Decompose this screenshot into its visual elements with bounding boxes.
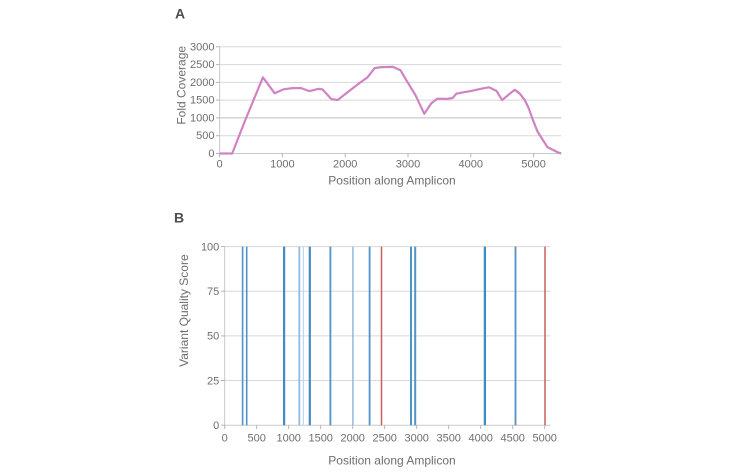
svg-text:Position along Amplicon: Position along Amplicon — [328, 454, 455, 468]
svg-text:A: A — [175, 6, 185, 22]
svg-text:1000: 1000 — [190, 112, 214, 124]
svg-text:1500: 1500 — [190, 95, 214, 107]
svg-text:1500: 1500 — [308, 433, 332, 445]
svg-text:25: 25 — [207, 375, 219, 387]
svg-text:50: 50 — [207, 331, 219, 343]
svg-text:1000: 1000 — [276, 433, 300, 445]
svg-text:0: 0 — [217, 158, 223, 170]
svg-text:0: 0 — [222, 433, 228, 445]
svg-text:0: 0 — [213, 420, 219, 432]
svg-text:2000: 2000 — [340, 433, 364, 445]
svg-text:5000: 5000 — [532, 433, 556, 445]
svg-text:Position along Amplicon: Position along Amplicon — [328, 174, 455, 188]
svg-text:Fold Coverage: Fold Coverage — [175, 46, 189, 125]
svg-text:Variant Quality Score: Variant Quality Score — [177, 254, 191, 367]
svg-text:5000: 5000 — [521, 158, 545, 170]
svg-text:2500: 2500 — [190, 59, 214, 71]
svg-text:1000: 1000 — [270, 158, 294, 170]
svg-text:500: 500 — [248, 433, 266, 445]
svg-text:500: 500 — [196, 130, 214, 142]
svg-text:4000: 4000 — [459, 158, 483, 170]
svg-text:3000: 3000 — [396, 158, 420, 170]
svg-text:3500: 3500 — [436, 433, 460, 445]
svg-text:4500: 4500 — [500, 433, 524, 445]
svg-text:3000: 3000 — [190, 41, 214, 53]
svg-text:75: 75 — [207, 286, 219, 298]
svg-text:2500: 2500 — [372, 433, 396, 445]
svg-text:2000: 2000 — [333, 158, 357, 170]
svg-text:4000: 4000 — [468, 433, 492, 445]
svg-text:0: 0 — [208, 148, 214, 160]
svg-text:B: B — [174, 210, 184, 226]
svg-text:100: 100 — [201, 241, 219, 253]
svg-text:3000: 3000 — [404, 433, 428, 445]
svg-text:2000: 2000 — [190, 77, 214, 89]
